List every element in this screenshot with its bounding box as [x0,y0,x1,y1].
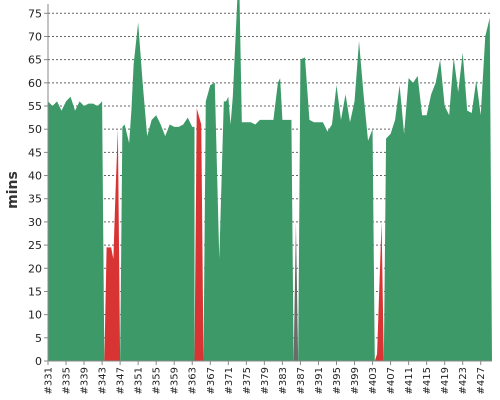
x-tick-label-387: #387 [296,367,307,394]
y-tick-label-55: 55 [28,100,42,113]
series-area-pass-5 [203,0,294,361]
x-tick-label-331: #331 [44,367,55,394]
x-tick-label-371: #371 [224,367,235,394]
x-tick-label-335: #335 [62,367,73,394]
y-tick-label-50: 50 [28,123,42,136]
y-tick-label-25: 25 [28,239,42,252]
x-tick-label-407: #407 [386,367,397,394]
y-tick-label-10: 10 [28,309,42,322]
y-tick-label-20: 20 [28,262,42,275]
x-tick-label-383: #383 [278,367,289,394]
series-area-pass-1 [48,96,105,361]
y-tick-label-15: 15 [28,285,42,298]
x-tick-label-379: #379 [260,367,271,394]
x-tick-label-403: #403 [368,367,379,394]
series-area-aborted-6 [293,221,299,361]
x-tick-label-343: #343 [98,367,109,394]
series-area-pass-7 [298,41,375,362]
x-tick-label-391: #391 [314,367,325,394]
x-tick-label-375: #375 [242,367,253,394]
y-tick-label-60: 60 [28,77,42,90]
y-axis-title: mins [5,171,21,209]
x-tick-label-399: #399 [350,367,361,394]
y-tick-labels: 0 5 10 15 20 25 30 35 40 45 50 55 60 65 70 75 [28,7,48,368]
y-tick-label-40: 40 [28,170,42,183]
series-area-fail-2 [104,129,121,361]
y-tick-label-70: 70 [28,30,42,43]
series-area-fail-4 [194,108,204,361]
series-areas [48,0,492,362]
y-tick-label-35: 35 [28,193,42,206]
x-tick-label-363: #363 [188,367,199,394]
x-tick-label-411: #411 [404,367,415,394]
x-tick-label-395: #395 [332,367,343,394]
series-area-fail-8 [374,221,384,361]
y-tick-label-45: 45 [28,146,42,159]
x-tick-label-339: #339 [80,367,91,394]
x-tick-label-355: #355 [152,367,163,394]
x-tick-label-367: #367 [206,367,217,394]
axes [47,4,492,362]
series-area-pass-3 [120,22,195,362]
x-tick-label-427: #427 [476,367,487,394]
y-tick-label-5: 5 [35,332,42,345]
x-tick-label-415: #415 [422,367,433,394]
x-tick-label-359: #359 [170,367,181,394]
x-tick-label-423: #423 [458,367,469,394]
x-tick-label-419: #419 [440,367,451,394]
y-tick-label-75: 75 [28,7,42,20]
y-tick-label-65: 65 [28,54,42,67]
series-area-pass-9 [383,17,492,361]
x-tick-label-351: #351 [134,367,145,394]
x-tick-labels: #331 #335 #339 #343 #347 #351 #355 #359 #363 #367… [44,361,487,394]
x-tick-label-347: #347 [116,367,127,394]
y-tick-label-30: 30 [28,216,42,229]
y-tick-label-0: 0 [35,355,42,368]
